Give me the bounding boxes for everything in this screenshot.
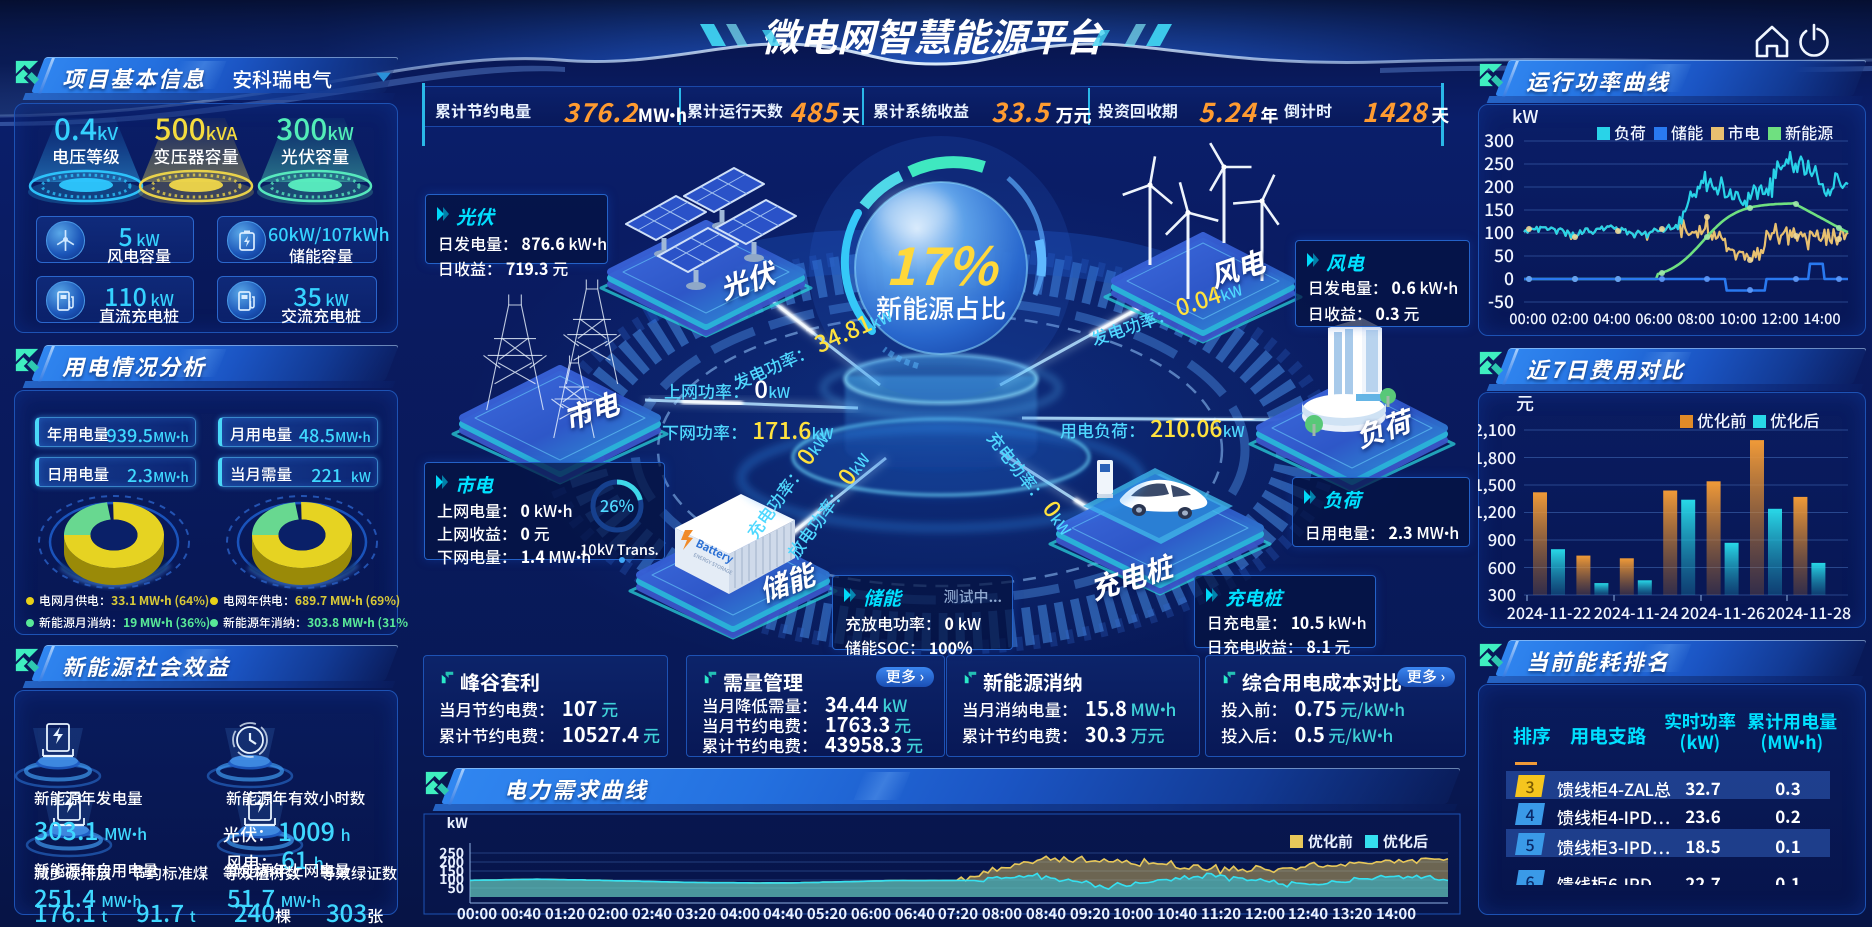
svg-text:17%: 17% <box>885 225 999 300</box>
svg-text:250: 250 <box>439 843 464 863</box>
svg-text:1,200: 1,200 <box>1478 499 1516 523</box>
svg-text:优化前: 优化前 <box>1697 408 1747 432</box>
svg-text:150: 150 <box>439 861 464 881</box>
svg-text:10:00: 10:00 <box>1113 903 1153 924</box>
svg-text:变压器容量: 变压器容量 <box>154 143 239 168</box>
svg-text:2024-11-26: 2024-11-26 <box>1681 600 1765 624</box>
svg-text:04:00: 04:00 <box>720 903 760 924</box>
svg-text:100: 100 <box>1484 220 1514 245</box>
svg-text:300: 300 <box>1488 582 1516 606</box>
svg-text:05:20: 05:20 <box>807 903 847 924</box>
svg-text:50: 50 <box>447 878 464 898</box>
svg-text:负荷: 负荷 <box>1614 120 1646 144</box>
svg-text:优化后: 优化后 <box>1770 408 1820 432</box>
svg-text:02:40: 02:40 <box>632 903 672 924</box>
svg-text:04:40: 04:40 <box>763 903 803 924</box>
svg-text:900: 900 <box>1488 527 1516 551</box>
svg-text:光伏容量: 光伏容量 <box>281 143 349 168</box>
svg-text:07:20: 07:20 <box>938 903 978 924</box>
svg-text:250: 250 <box>1484 151 1514 176</box>
svg-text:元: 元 <box>1516 392 1534 416</box>
svg-text:150: 150 <box>1484 197 1514 222</box>
svg-text:04:00: 04:00 <box>1593 308 1630 329</box>
svg-text:01:20: 01:20 <box>545 903 585 924</box>
svg-text:200: 200 <box>439 852 464 872</box>
svg-text:11:20: 11:20 <box>1201 903 1241 924</box>
svg-text:1,800: 1,800 <box>1478 445 1516 469</box>
svg-text:00:00: 00:00 <box>457 903 497 924</box>
svg-text:2024-11-24: 2024-11-24 <box>1594 600 1678 624</box>
svg-text:06:00: 06:00 <box>1635 308 1672 329</box>
svg-text:2024-11-28: 2024-11-28 <box>1767 600 1851 624</box>
svg-text:03:20: 03:20 <box>676 903 716 924</box>
svg-text:上网功率： 0kW: 上网功率： 0kW <box>664 370 791 405</box>
svg-text:13:20: 13:20 <box>1332 903 1372 924</box>
svg-text:12:00: 12:00 <box>1245 903 1285 924</box>
svg-text:06:00: 06:00 <box>851 903 891 924</box>
svg-text:02:00: 02:00 <box>588 903 628 924</box>
svg-text:10:00: 10:00 <box>1719 308 1756 329</box>
svg-text:50: 50 <box>1494 243 1514 268</box>
svg-text:kW: kW <box>1512 104 1538 129</box>
svg-text:2024-11-22: 2024-11-22 <box>1507 600 1591 624</box>
svg-text:-50: -50 <box>1488 289 1514 314</box>
svg-text:0: 0 <box>1504 266 1514 291</box>
svg-text:08:00: 08:00 <box>1677 308 1714 329</box>
svg-text:09:20: 09:20 <box>1070 903 1110 924</box>
svg-text:08:40: 08:40 <box>1026 903 1066 924</box>
svg-text:00:40: 00:40 <box>501 903 541 924</box>
svg-text:1,500: 1,500 <box>1478 472 1516 496</box>
svg-text:电压等级: 电压等级 <box>52 143 120 168</box>
svg-text:10:40: 10:40 <box>1157 903 1197 924</box>
svg-text:kW: kW <box>447 813 468 833</box>
svg-text:新能源占比: 新能源占比 <box>876 289 1006 326</box>
svg-text:微电网智慧能源平台: 微电网智慧能源平台 <box>761 7 1106 62</box>
svg-text:优化后: 优化后 <box>1383 831 1428 852</box>
svg-text:26%: 26% <box>600 493 635 517</box>
svg-text:600: 600 <box>1488 555 1516 579</box>
svg-text:12:00: 12:00 <box>1761 308 1798 329</box>
svg-text:14:00: 14:00 <box>1803 308 1840 329</box>
svg-text:2,100: 2,100 <box>1478 417 1516 441</box>
svg-text:300: 300 <box>1484 128 1514 153</box>
svg-text:12:40: 12:40 <box>1288 903 1328 924</box>
svg-text:优化前: 优化前 <box>1308 831 1353 852</box>
svg-text:08:00: 08:00 <box>982 903 1022 924</box>
svg-text:14:00: 14:00 <box>1376 903 1416 924</box>
svg-text:00:00: 00:00 <box>1509 308 1546 329</box>
svg-text:市电: 市电 <box>1728 120 1760 144</box>
svg-text:储能: 储能 <box>1671 120 1703 144</box>
svg-text:新能源: 新能源 <box>1785 120 1833 144</box>
svg-text:06:40: 06:40 <box>895 903 935 924</box>
svg-text:02:00: 02:00 <box>1551 308 1588 329</box>
svg-text:200: 200 <box>1484 174 1514 199</box>
svg-text:100: 100 <box>439 869 464 889</box>
